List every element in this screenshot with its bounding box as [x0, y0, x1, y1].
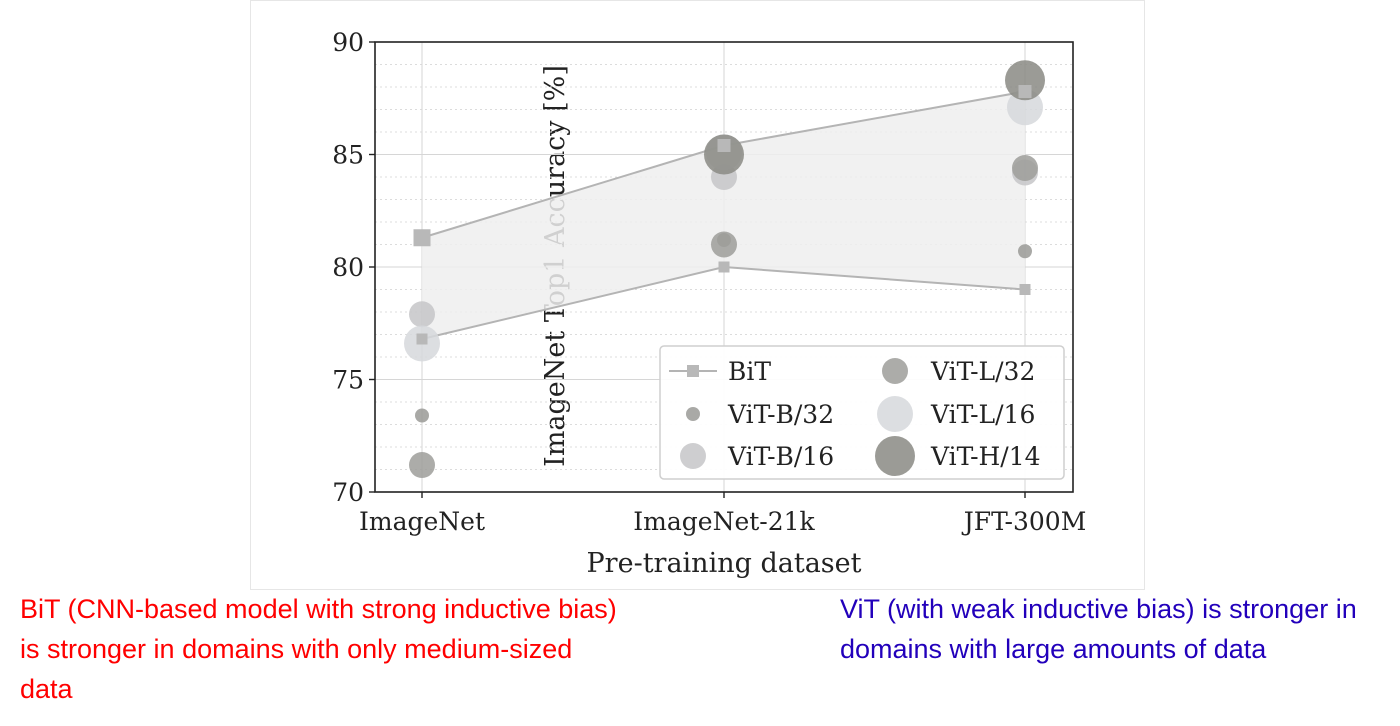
- x-axis-label: Pre-training dataset: [587, 548, 862, 579]
- y-tick-label: 80: [332, 253, 364, 282]
- x-tick-label: ImageNet-21k: [633, 507, 815, 536]
- legend: BiT ViT-B/32 ViT-B/16 ViT-L/32 ViT-L/16 ViT-H…: [659, 345, 1065, 480]
- legend-label: ViT-B/16: [727, 442, 834, 471]
- y-tick-label: 70: [332, 478, 364, 507]
- bit-band: [422, 91, 1025, 339]
- marker-vit-b-32: [415, 408, 429, 423]
- marker-vit-b-32: [1018, 244, 1032, 259]
- legend-marker: [680, 443, 706, 469]
- legend-label: ViT-B/32: [727, 400, 834, 429]
- bit-marker: [413, 229, 431, 247]
- marker-vit-l-32: [711, 231, 737, 258]
- chart: ImageNet Top1 Accuracy [%] Pre-training …: [332, 28, 1087, 579]
- y-tick-label: 75: [332, 366, 364, 395]
- caption-right: ViT (with weak inductive bias) is strong…: [840, 594, 1357, 664]
- legend-label: ViT-L/32: [930, 357, 1035, 386]
- legend-marker: [686, 407, 700, 421]
- legend-label: ViT-H/14: [930, 442, 1041, 471]
- bit-marker: [1019, 284, 1031, 295]
- legend-label: ViT-L/16: [930, 400, 1035, 429]
- caption-left: BiT (CNN-based model with strong inducti…: [20, 594, 617, 704]
- marker-vit-l-32: [1012, 155, 1038, 181]
- x-tick-label: JFT-300M: [961, 507, 1087, 536]
- legend-bit-marker: [687, 365, 699, 377]
- marker-vit-b-16: [409, 301, 435, 328]
- legend-box: [659, 345, 1065, 480]
- y-tick-label: 85: [332, 141, 364, 170]
- legend-marker: [882, 358, 908, 384]
- bit-marker: [1018, 85, 1032, 98]
- legend-label: BiT: [728, 357, 771, 386]
- y-tick-label: 90: [332, 28, 364, 57]
- marker-vit-l-16: [1007, 89, 1043, 126]
- marker-vit-h-14: [704, 134, 744, 175]
- bit-marker: [416, 333, 428, 345]
- bit-marker: [717, 139, 731, 152]
- legend-marker: [875, 436, 915, 476]
- x-tick-label: ImageNet: [359, 507, 485, 536]
- figure-panel: ImageNet Top1 Accuracy [%] Pre-training …: [250, 0, 1145, 590]
- legend-marker: [877, 396, 913, 432]
- marker-vit-h-14: [1005, 60, 1045, 101]
- bit-marker: [718, 261, 730, 273]
- marker-vit-l-32: [409, 452, 435, 478]
